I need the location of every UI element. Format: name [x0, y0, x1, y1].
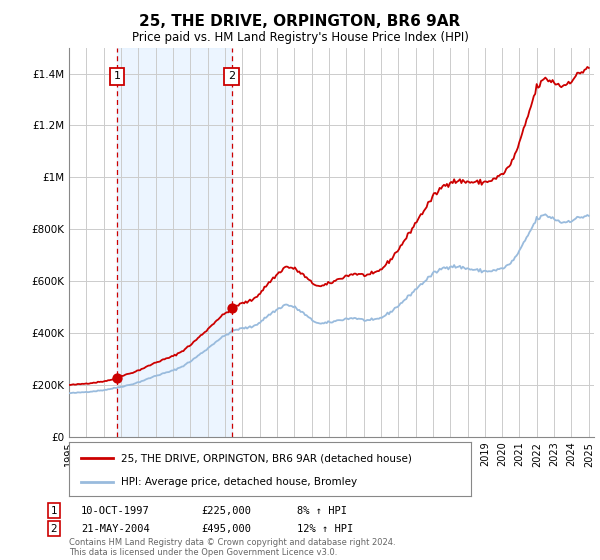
Text: 25, THE DRIVE, ORPINGTON, BR6 9AR (detached house): 25, THE DRIVE, ORPINGTON, BR6 9AR (detac…	[121, 454, 412, 463]
Text: Price paid vs. HM Land Registry's House Price Index (HPI): Price paid vs. HM Land Registry's House …	[131, 31, 469, 44]
Text: 2: 2	[228, 71, 235, 81]
Text: 8% ↑ HPI: 8% ↑ HPI	[297, 506, 347, 516]
Point	[227, 304, 236, 313]
Text: HPI: Average price, detached house, Bromley: HPI: Average price, detached house, Brom…	[121, 477, 358, 487]
Text: 10-OCT-1997: 10-OCT-1997	[81, 506, 150, 516]
Text: £495,000: £495,000	[201, 524, 251, 534]
Text: 21-MAY-2004: 21-MAY-2004	[81, 524, 150, 534]
Text: 12% ↑ HPI: 12% ↑ HPI	[297, 524, 353, 534]
Bar	[117, 48, 232, 437]
Text: Contains HM Land Registry data © Crown copyright and database right 2024.
This d: Contains HM Land Registry data © Crown c…	[69, 538, 395, 557]
Text: 1: 1	[50, 506, 58, 516]
Text: 25, THE DRIVE, ORPINGTON, BR6 9AR: 25, THE DRIVE, ORPINGTON, BR6 9AR	[139, 14, 461, 29]
Text: 1: 1	[113, 71, 121, 81]
Text: 2: 2	[50, 524, 58, 534]
Point	[112, 374, 122, 383]
Text: £225,000: £225,000	[201, 506, 251, 516]
